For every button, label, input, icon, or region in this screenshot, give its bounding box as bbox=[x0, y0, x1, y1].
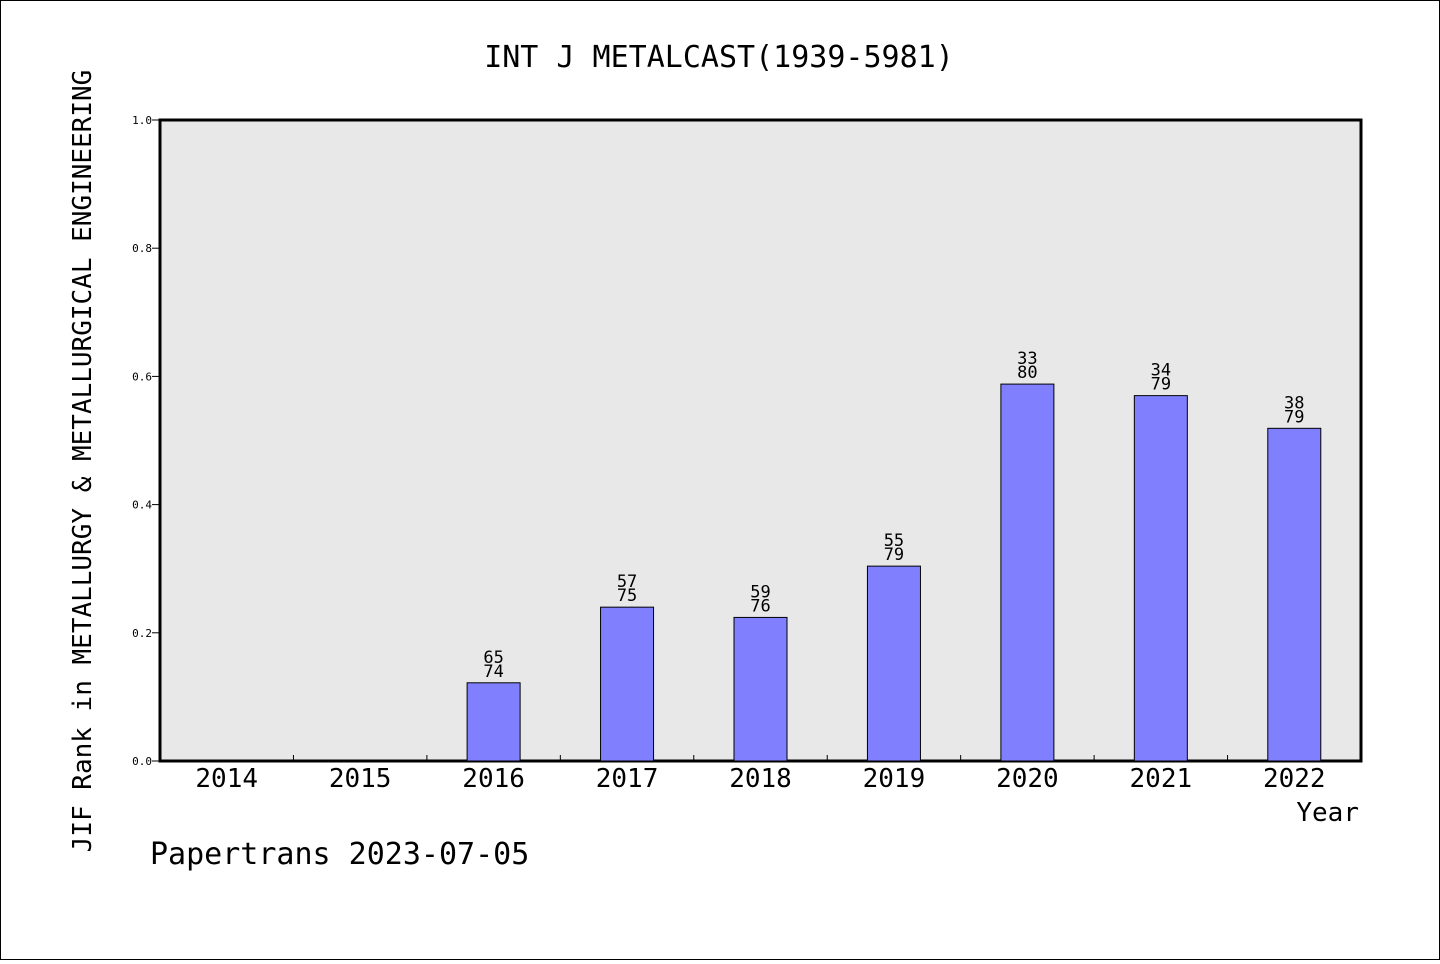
x-tick-label: 2021 bbox=[1130, 764, 1193, 794]
bar bbox=[1000, 383, 1055, 762]
bar-rank-label: 57 bbox=[617, 572, 637, 592]
y-tick-label: 0.4 bbox=[132, 499, 152, 512]
bar bbox=[1267, 427, 1322, 762]
x-tick-label: 2019 bbox=[863, 764, 926, 794]
y-tick-label: 0.6 bbox=[132, 370, 152, 383]
y-tick-label: 0.2 bbox=[132, 627, 152, 640]
chart-title: INT J METALCAST(1939-5981) bbox=[484, 40, 954, 75]
bar bbox=[866, 565, 921, 762]
y-tick-label: 1.0 bbox=[132, 114, 152, 127]
bar-total-label: 80 bbox=[1017, 363, 1037, 383]
x-tick-label: 2018 bbox=[729, 764, 792, 794]
x-tick-label: 2015 bbox=[329, 764, 392, 794]
bar-total-label: 79 bbox=[1284, 407, 1304, 427]
bar-total-label: 79 bbox=[884, 545, 904, 565]
x-axis-ticks: 2014 2015 2016 2017 2018 2019 2020 2021 2022 bbox=[195, 755, 1326, 794]
bar-rank-label: 59 bbox=[750, 582, 770, 602]
bar-rank-label: 38 bbox=[1284, 393, 1304, 413]
x-tick-label: 2014 bbox=[195, 764, 258, 794]
y-axis-label: JIF Rank in METALLURGY & METALLURGICAL E… bbox=[68, 70, 98, 853]
x-tick-label: 2017 bbox=[596, 764, 659, 794]
bar bbox=[733, 616, 788, 762]
x-axis-label: Year bbox=[1296, 798, 1359, 828]
bar bbox=[600, 606, 655, 762]
bar-total-label: 76 bbox=[750, 596, 770, 616]
bar-rank-label: 65 bbox=[483, 648, 503, 668]
bar-rank-label: 34 bbox=[1151, 361, 1171, 381]
bar-total-label: 75 bbox=[617, 586, 637, 606]
y-axis-ticks: 0.0 0.2 0.4 0.6 0.8 1.0 bbox=[132, 114, 160, 768]
x-tick-label: 2020 bbox=[996, 764, 1059, 794]
bar bbox=[1133, 395, 1188, 762]
y-tick-label: 0.8 bbox=[132, 242, 152, 255]
bar-rank-label: 33 bbox=[1017, 349, 1037, 369]
bar-rank-label: 55 bbox=[884, 531, 904, 551]
bar-total-label: 74 bbox=[483, 662, 503, 682]
y-tick-label: 0.0 bbox=[132, 755, 152, 768]
x-tick-label: 2022 bbox=[1263, 764, 1326, 794]
footer-credit: Papertrans 2023-07-05 bbox=[150, 837, 529, 872]
x-tick-label: 2016 bbox=[462, 764, 525, 794]
bar bbox=[466, 682, 521, 762]
bar-total-label: 79 bbox=[1151, 375, 1171, 395]
